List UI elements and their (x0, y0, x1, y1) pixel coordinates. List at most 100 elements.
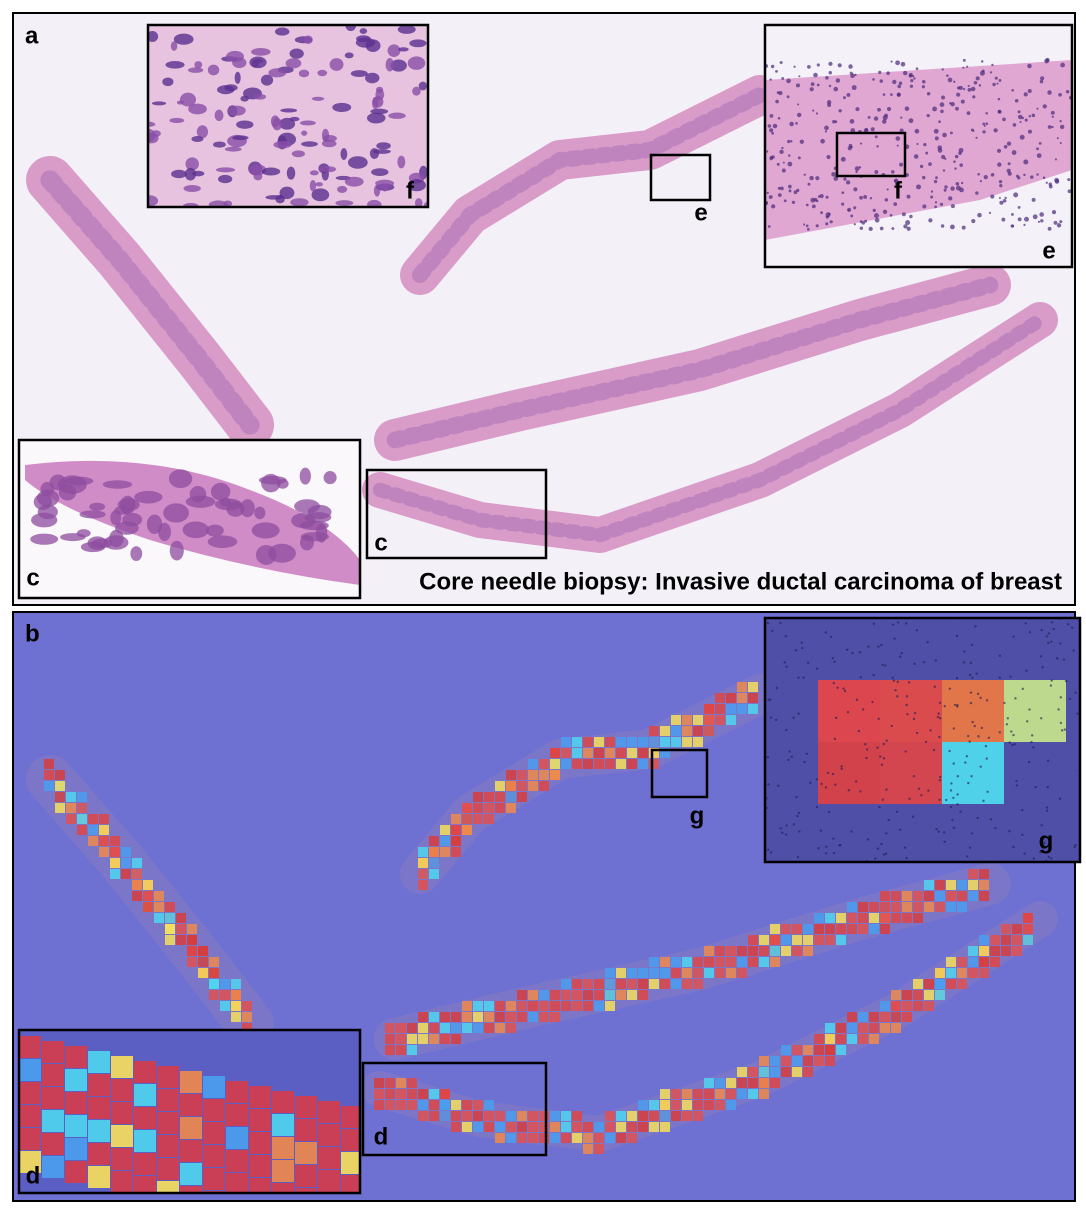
heat-tile (295, 1188, 317, 1193)
heat-tile (77, 792, 87, 802)
nucleus (949, 805, 953, 809)
nucleus (956, 86, 961, 90)
heat-tile (506, 770, 516, 780)
heat-tile (418, 847, 428, 857)
nucleus (809, 175, 814, 181)
nucleus (873, 116, 879, 121)
heat-tile (671, 968, 681, 978)
nucleus (1012, 123, 1017, 127)
nucleus (1002, 117, 1006, 122)
heat-tile (65, 1092, 87, 1114)
heat-tile (935, 990, 945, 1000)
heat-tile (583, 737, 593, 747)
heat-tile (528, 1122, 538, 1132)
heat-tile (528, 990, 538, 1000)
tumor-nest (102, 480, 133, 489)
heat-tile (924, 880, 934, 890)
nucleus (810, 82, 815, 87)
nucleus (966, 734, 970, 738)
nucleus (938, 735, 941, 739)
heat-tile (748, 935, 758, 945)
cell (268, 68, 287, 78)
heat-tile (396, 1034, 406, 1044)
heat-tile (473, 1012, 483, 1022)
heat-tile (385, 1100, 395, 1110)
nucleus (1060, 62, 1065, 68)
heat-tile (957, 880, 967, 890)
nucleus (960, 99, 965, 104)
heat-tile (942, 680, 1004, 742)
heat-tile (88, 1120, 110, 1142)
heat-tile (165, 924, 175, 934)
cell (375, 89, 385, 101)
heat-tile (726, 704, 736, 714)
nucleus (789, 121, 794, 127)
heat-tile (935, 979, 945, 989)
nucleus (855, 170, 858, 174)
heat-tile (495, 1122, 505, 1132)
heat-tile (682, 737, 692, 747)
nucleus (775, 99, 779, 104)
nucleus (952, 826, 956, 829)
heat-tile (42, 1110, 64, 1132)
nucleus (1031, 113, 1036, 118)
nucleus (899, 128, 904, 133)
nucleus (1013, 742, 1017, 746)
heat-tile (132, 869, 142, 879)
heat-tile (295, 1142, 317, 1164)
heat-tile (682, 726, 692, 736)
nucleus (775, 69, 778, 73)
heat-tile (385, 1023, 395, 1033)
nucleus (790, 755, 794, 758)
nucleus (820, 138, 825, 144)
heat-tile (660, 737, 670, 747)
heat-tile (671, 726, 681, 736)
heat-tile (715, 946, 725, 956)
heat-tile (1012, 946, 1022, 956)
heat-tile (429, 869, 439, 879)
nucleus (816, 199, 819, 203)
heat-tile (858, 913, 868, 923)
nucleus (925, 151, 929, 155)
heat-tile (396, 1023, 406, 1033)
nucleus (815, 112, 819, 115)
heat-tile (495, 1133, 505, 1143)
nucleus (781, 77, 785, 80)
nucleus (900, 651, 903, 655)
nucleus (967, 87, 972, 92)
heat-tile (594, 1144, 604, 1154)
nucleus (990, 194, 995, 199)
nucleus (786, 78, 791, 84)
nucleus (913, 77, 916, 80)
nucleus (872, 673, 875, 677)
nucleus (847, 209, 850, 212)
heat-tile (506, 1001, 516, 1011)
heat-tile (649, 968, 659, 978)
nucleus (1017, 114, 1023, 120)
heat-tile (891, 902, 901, 912)
heat-tile (638, 759, 648, 769)
heat-tile (693, 968, 703, 978)
heat-tile (550, 1133, 560, 1143)
nucleus (911, 75, 915, 78)
nucleus (861, 708, 865, 711)
cell (366, 112, 386, 124)
nucleus (1036, 173, 1039, 176)
heat-tile (770, 1056, 780, 1066)
heat-tile (880, 1012, 890, 1022)
heat-tile (605, 968, 615, 978)
heat-tile (942, 742, 1004, 804)
nucleus (958, 85, 963, 90)
heat-tile (318, 1101, 340, 1123)
nucleus (1063, 728, 1067, 731)
cell (214, 109, 224, 122)
nucleus (1050, 857, 1053, 860)
tumor-nest (185, 495, 216, 508)
tumor-nest (182, 521, 210, 539)
nucleus (1003, 144, 1008, 149)
heat-tile (121, 858, 131, 868)
heat-tile (759, 935, 769, 945)
heat-tile (759, 1067, 769, 1077)
nucleus (1005, 723, 1009, 726)
label: e (1042, 237, 1055, 264)
